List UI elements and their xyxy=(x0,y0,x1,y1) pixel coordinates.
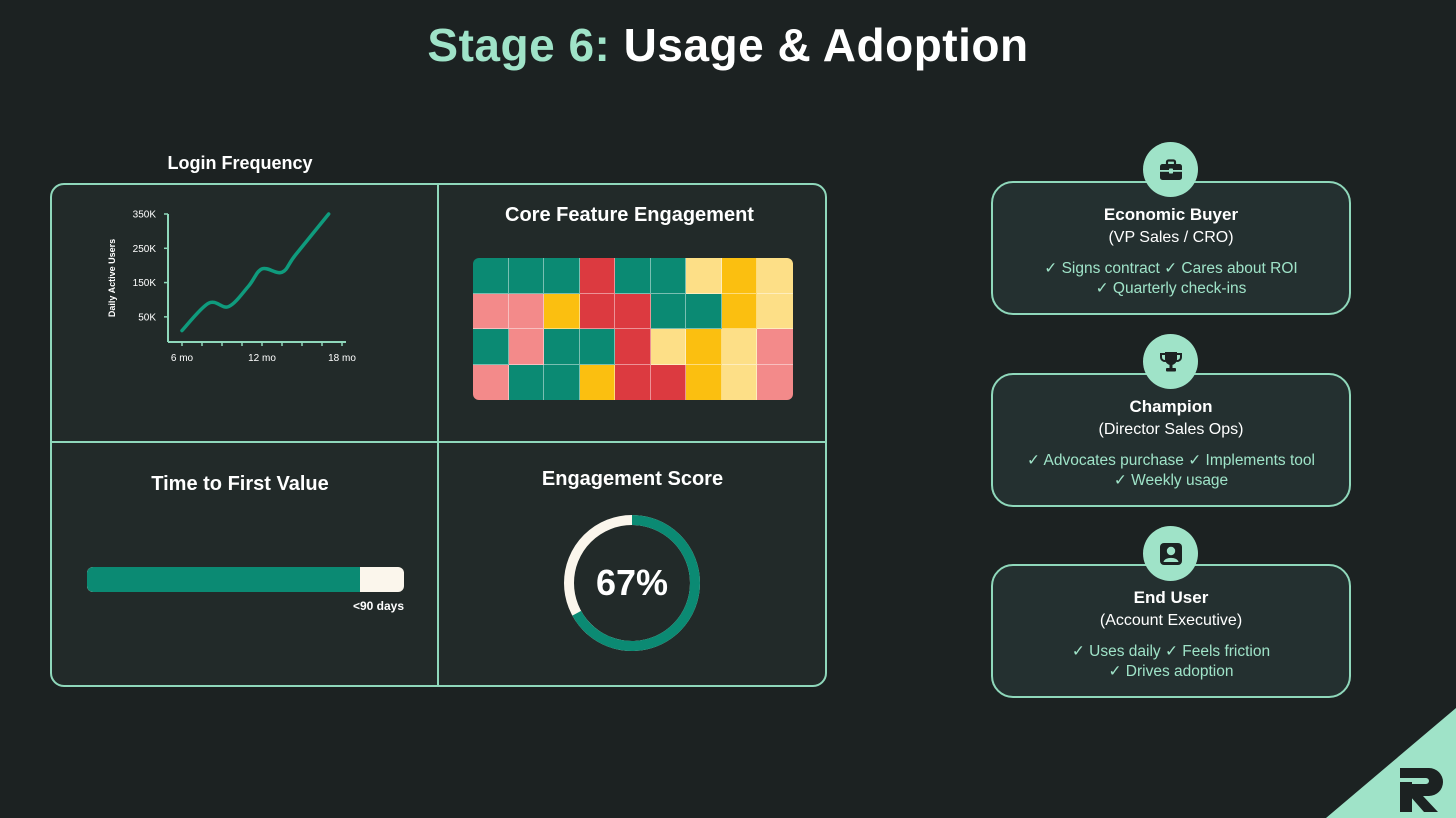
y-tick-label: 150K xyxy=(133,278,157,289)
persona-role: Champion xyxy=(1129,397,1213,416)
page-title: Stage 6: Usage & Adoption xyxy=(0,18,1456,72)
persona-title: (Director Sales Ops) xyxy=(1098,421,1244,438)
heatmap-cell xyxy=(615,293,651,329)
heatmap-cell xyxy=(473,293,509,329)
login-frequency-label: Login Frequency xyxy=(167,153,313,173)
heatmap-cell xyxy=(757,293,793,329)
x-tick-label: 12 mo xyxy=(248,353,276,364)
heatmap-cell xyxy=(650,258,687,294)
heatmap-cell xyxy=(473,329,509,365)
heatmap-cell xyxy=(650,293,687,329)
login-frequency-chart: Daily Active Users 350K 250K 150K 50K 6 mo 1… xyxy=(107,210,356,365)
title-stage: Stage 6: xyxy=(427,19,611,71)
heatmap-cell xyxy=(721,364,758,400)
persona-role: End User xyxy=(1133,588,1209,607)
y-tick-label: 250K xyxy=(133,244,157,255)
heatmap-cell xyxy=(508,293,545,329)
heatmap-cell xyxy=(508,329,545,365)
heatmap-cell xyxy=(757,258,793,294)
persona-traits-line: ✓ Advocates purchase ✓ Implements tool xyxy=(1027,452,1315,469)
heatmap-cell xyxy=(721,258,758,294)
grid-divider-horizontal xyxy=(52,441,825,443)
series-line-daily-active-users xyxy=(180,212,331,333)
core-feature-title: Core Feature Engagement xyxy=(505,204,754,226)
y-tick-label: 350K xyxy=(133,210,157,221)
heatmap-cell xyxy=(686,329,722,365)
heatmap-cell xyxy=(615,364,651,400)
persona-traits-line: ✓ Weekly usage xyxy=(1113,472,1229,489)
persona-traits-line: ✓ Signs contract ✓ Cares about ROI xyxy=(1044,260,1298,277)
heatmap-cell xyxy=(473,364,509,400)
y-tick-label: 50K xyxy=(138,312,156,323)
title-main: Usage & Adoption xyxy=(623,19,1029,71)
user-icon xyxy=(1143,526,1198,581)
heatmap-cell xyxy=(544,364,580,400)
heatmap-cell xyxy=(544,258,580,294)
heatmap-cell xyxy=(579,293,616,329)
heatmap-cell xyxy=(686,364,722,400)
persona-traits: ✓ Signs contract ✓ Cares about ROI ✓ Qua… xyxy=(993,259,1349,299)
brand-logo xyxy=(1326,708,1456,818)
persona-title: (Account Executive) xyxy=(1099,612,1243,629)
heatmap-cell xyxy=(686,258,722,294)
persona-card-champion: Champion (Director Sales Ops) ✓ Advocate… xyxy=(991,373,1351,507)
heatmap-cell xyxy=(721,329,758,365)
heatmap-cell xyxy=(757,364,793,400)
heatmap-cell xyxy=(757,329,793,365)
x-tick-label: 18 mo xyxy=(328,353,356,364)
heatmap-cell xyxy=(508,364,545,400)
trophy-icon xyxy=(1143,334,1198,389)
engagement-score-title: Engagement Score xyxy=(541,468,724,490)
persona-traits: ✓ Uses daily ✓ Feels friction ✓ Drives a… xyxy=(993,642,1349,682)
core-feature-heatmap xyxy=(473,258,793,400)
heatmap-cell xyxy=(650,329,687,365)
engagement-gauge xyxy=(564,515,700,651)
gauge-arc xyxy=(564,515,700,651)
persona-traits: ✓ Advocates purchase ✓ Implements tool ✓… xyxy=(993,451,1349,491)
briefcase-icon xyxy=(1143,142,1198,197)
heatmap-cell xyxy=(650,364,687,400)
heatmap-cell xyxy=(615,329,651,365)
x-tick-label: 6 mo xyxy=(171,353,194,364)
progress-label: <90 days xyxy=(352,599,404,613)
heatmap-cell xyxy=(686,293,722,329)
persona-traits-line: ✓ Quarterly check-ins xyxy=(1095,280,1247,297)
heatmap-cell xyxy=(615,258,651,294)
persona-traits-line: ✓ Uses daily ✓ Feels friction xyxy=(1071,643,1271,660)
y-axis-label: Daily Active Users xyxy=(107,239,117,317)
heatmap-cell xyxy=(579,329,616,365)
persona-card-end-user: End User (Account Executive) ✓ Uses dail… xyxy=(991,564,1351,698)
time-to-value-title: Time to First Value xyxy=(151,473,329,495)
heatmap-cell xyxy=(544,329,580,365)
heatmap-cell xyxy=(544,293,580,329)
heatmap-cell xyxy=(579,258,616,294)
heatmap-cell xyxy=(473,258,509,294)
heatmap-cell xyxy=(508,258,545,294)
engagement-score-value: 67% xyxy=(595,562,669,603)
persona-card-economic-buyer: Economic Buyer (VP Sales / CRO) ✓ Signs … xyxy=(991,181,1351,315)
persona-traits-line: ✓ Drives adoption xyxy=(1108,663,1234,680)
persona-title: (VP Sales / CRO) xyxy=(1108,229,1234,246)
progress-fill xyxy=(87,567,360,592)
persona-role: Economic Buyer xyxy=(1103,205,1239,224)
heatmap-cell xyxy=(579,364,616,400)
grid-divider-vertical xyxy=(437,185,439,685)
time-to-value-progress xyxy=(87,567,404,592)
heatmap-cell xyxy=(721,293,758,329)
